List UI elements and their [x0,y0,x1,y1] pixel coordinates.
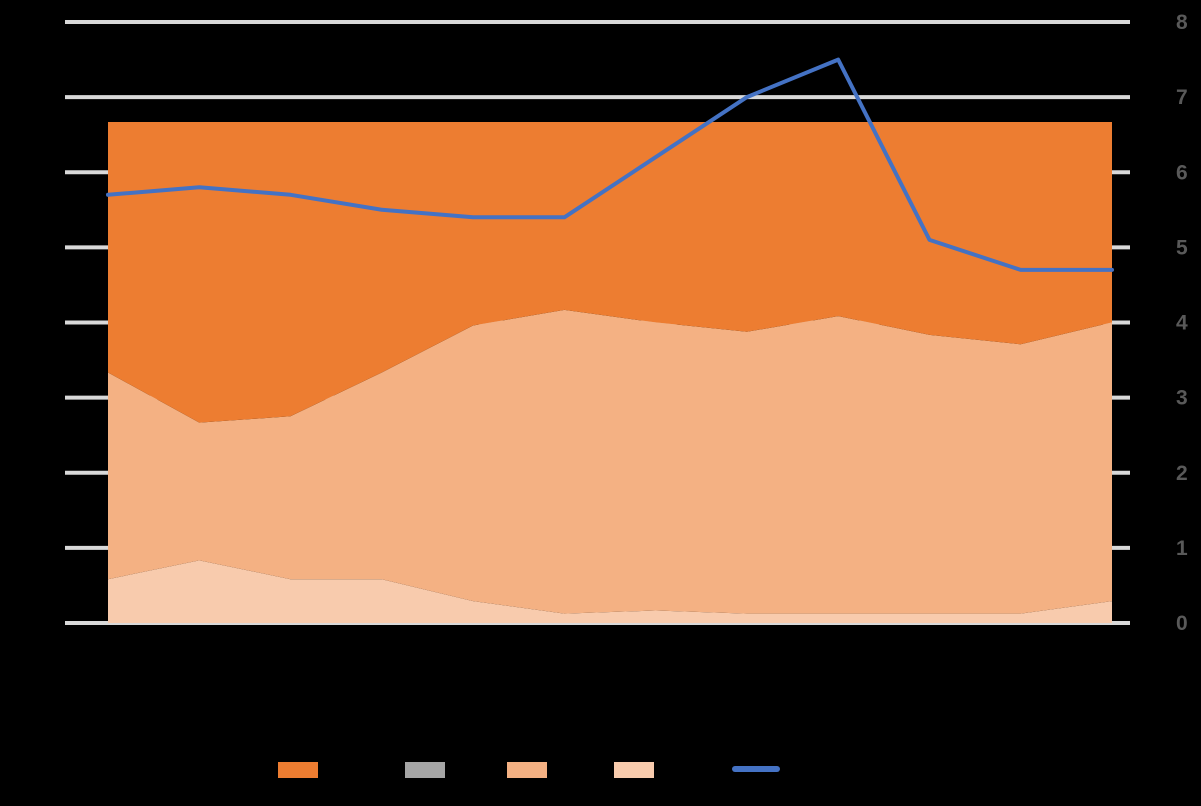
legend-swatch [405,762,445,778]
legend-item-3 [614,762,654,778]
legend-swatch [278,762,318,778]
legend-swatch [614,762,654,778]
legend-item-0 [278,762,318,778]
legend-item-1 [405,762,445,778]
y-tick-label-4: 4 [1176,312,1188,335]
y-tick-label-8: 8 [1176,11,1188,34]
y-tick-label-6: 6 [1176,161,1188,184]
legend-swatch [507,762,547,778]
y-tick-label-0: 0 [1176,612,1188,635]
right-y-axis: 0 1 2 3 4 5 6 7 8 [1176,11,1188,635]
area-series-group [108,122,1112,623]
y-tick-label-3: 3 [1176,387,1188,410]
y-tick-label-7: 7 [1176,86,1188,109]
y-tick-label-1: 1 [1176,537,1188,560]
y-tick-label-5: 5 [1176,236,1188,259]
y-tick-label-2: 2 [1176,462,1188,485]
legend-item-2 [507,762,547,778]
legend [278,762,777,778]
